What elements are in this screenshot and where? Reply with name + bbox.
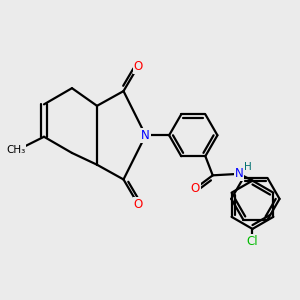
Text: O: O <box>134 198 143 211</box>
Text: CH₃: CH₃ <box>6 145 26 155</box>
Text: O: O <box>190 182 200 195</box>
Text: O: O <box>134 60 143 73</box>
Text: N: N <box>235 167 244 180</box>
Text: N: N <box>141 129 150 142</box>
Text: Cl: Cl <box>247 235 258 248</box>
Text: H: H <box>244 162 251 172</box>
